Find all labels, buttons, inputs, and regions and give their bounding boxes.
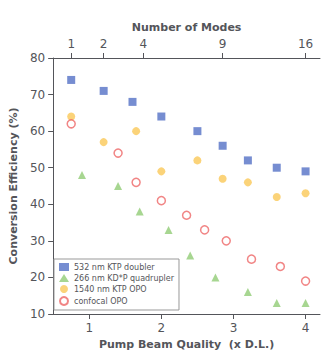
svg-text:2: 2 — [158, 321, 166, 335]
svg-text:2: 2 — [100, 37, 108, 51]
svg-text:4: 4 — [139, 37, 147, 51]
svg-text:1: 1 — [85, 321, 93, 335]
svg-text:1: 1 — [67, 37, 75, 51]
svg-text:20: 20 — [30, 270, 45, 284]
svg-text:30: 30 — [30, 234, 45, 248]
svg-text:40: 40 — [30, 197, 45, 211]
svg-text:70: 70 — [30, 88, 45, 102]
svg-text:1540 nm KTP OPO: 1540 nm KTP OPO — [74, 285, 147, 294]
svg-text:Conversion Efficiency (%): Conversion Efficiency (%) — [7, 107, 20, 264]
svg-text:confocal OPO: confocal OPO — [74, 297, 128, 306]
svg-text:10: 10 — [30, 307, 45, 321]
svg-text:Pump Beam Quality (x D.L.): Pump Beam Quality (x D.L.) — [99, 338, 274, 351]
svg-text:4: 4 — [302, 321, 310, 335]
svg-text:Number of Modes: Number of Modes — [132, 21, 242, 34]
svg-text:532 nm KTP doubler: 532 nm KTP doubler — [74, 263, 155, 272]
svg-text:80: 80 — [30, 51, 45, 65]
svg-text:9: 9 — [219, 37, 227, 51]
svg-text:3: 3 — [230, 321, 238, 335]
svg-text:16: 16 — [298, 37, 313, 51]
svg-text:60: 60 — [30, 124, 45, 138]
svg-text:266 nm KD*P quadrupler: 266 nm KD*P quadrupler — [74, 274, 175, 283]
svg-text:50: 50 — [30, 161, 45, 175]
